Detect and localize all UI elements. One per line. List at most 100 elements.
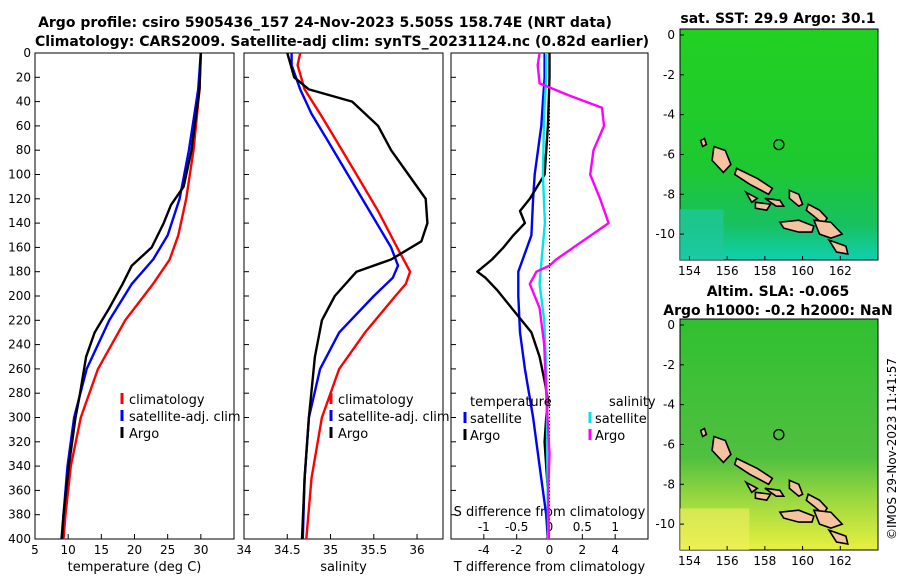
x-axis-label: T difference from climatology [453,560,646,575]
x-tick-label: 154 [678,264,701,278]
y-tick-label: 0 [23,46,31,60]
island-polygon [764,487,786,498]
y-tick-label: -10 [655,517,675,531]
island-polygon [812,219,844,239]
y-tick-label: 100 [8,168,31,182]
x-tick-label: 34.5 [274,543,301,557]
island-polygon [778,219,815,233]
y-tick-label: -6 [663,147,675,161]
x-tick-label: 5 [31,543,39,557]
y-tick-label: 240 [8,338,31,352]
y-tick-label: -4 [663,108,675,122]
sst-map-panel: sat. SST: 29.9 Argo: 30.1 154 156 158 160 162… [655,11,879,278]
island-polygon [699,427,708,438]
figure-title-line2: Climatology: CARS2009. Satellite-adj cli… [35,34,649,50]
y-tick-label: 380 [8,508,31,522]
legend-label: satellite [470,412,522,427]
y-tick-label: -10 [655,227,675,241]
y-tick-label: -2 [663,68,675,82]
legend-label: Argo [470,429,500,444]
figure-title-line1: Argo profile: csiro 5905436_157 24-Nov-2… [38,15,612,31]
x2-tick-label: -1 [478,520,490,534]
series-line-argo-s- [528,52,610,540]
x-tick-label: 156 [716,264,739,278]
y-tick-label: -6 [663,437,675,451]
sla-map-title-line2: Argo h1000: -0.2 h2000: NaN [663,303,892,319]
series-line-argo-t- [476,53,551,539]
legend-label: Argo [129,427,159,442]
y-tick-label: 260 [8,362,31,376]
x-tick-label: 15 [94,543,109,557]
y-tick-label: 300 [8,411,31,425]
x-tick-label: 36 [409,543,424,557]
y-tick-label: 0 [667,28,675,42]
y-tick-label: 160 [8,240,31,254]
series-line-argo [286,52,429,540]
x2-tick-label: 1 [611,520,619,534]
legend-label: satellite-adj. clim [129,410,241,425]
sla-map-panel: Altim. SLA: -0.065 Argo h1000: -0.2 h2000… [655,284,892,568]
x-tick-label: 10 [61,543,76,557]
x-tick-label: 35.5 [360,543,387,557]
island-polygon [788,189,804,208]
x-tick-label: 30 [193,543,208,557]
x-axis-label: salinity [320,560,367,575]
y-tick-label: -4 [663,398,675,412]
y-tick-label: 60 [16,119,31,133]
y-tick-label: 180 [8,265,31,279]
sst-map-title: sat. SST: 29.9 Argo: 30.1 [680,11,875,27]
island-polygon [827,238,849,256]
x-tick-label: 0 [546,543,554,557]
y-tick-label: 320 [8,435,31,449]
x-tick-label: 34 [236,543,251,557]
x-tick-label: 162 [829,554,852,568]
y-tick-label: -8 [663,187,675,201]
temperature-panel: 0 20 40 60 80 100 120 140 160 180 200 220 240 260 280 3… [8,46,241,575]
x-tick-label: 156 [716,554,739,568]
series-line-satellite-adj-clim [61,52,202,540]
salinity-axes [243,52,444,540]
map-field-patch [680,209,724,260]
legend-label: satellite [595,412,647,427]
series-line-argo [60,52,202,540]
series-line-satellite-t- [517,53,550,540]
y-tick-label: -8 [663,477,675,491]
island-polygon [827,528,849,546]
y-tick-label: 140 [8,216,31,230]
difference-panel: -4 -2 0 2 4-1 -0.5 0 0.5 1T difference from clim… [450,52,656,575]
map-field-patch [680,508,750,550]
x-tick-label: 162 [829,264,852,278]
y-tick-label: 340 [8,459,31,473]
x-tick-label: 25 [160,543,175,557]
y-tick-label: 360 [8,483,31,497]
y-tick-label: 0 [667,318,675,332]
salinity-panel: 34 34.5 35 35.5 36 salinity climatology satelli… [236,52,450,575]
y-tick-label: 80 [16,143,31,157]
x-tick-label: -4 [478,543,490,557]
island-polygon [711,145,732,174]
legend-label: climatology [338,393,414,408]
x-tick-label: 158 [753,264,776,278]
legend-label: Argo [595,429,625,444]
x-tick-label: 35 [323,543,338,557]
island-polygon [711,435,732,464]
legend-title-salinity: salinity [609,395,656,410]
x-tick-label: 4 [611,543,619,557]
y-tick-label: 40 [16,95,31,109]
temperature-axes [34,52,235,540]
island-polygon [764,197,786,207]
series-line-climatology [62,52,202,540]
x-tick-label: 158 [753,554,776,568]
x-axis-label: temperature (deg C) [68,560,202,575]
x-tick-label: 154 [678,554,701,568]
legend-title-temperature: temperature [470,395,552,410]
island-polygon [754,201,772,212]
y-tick-label: 220 [8,313,31,327]
x-tick-label: 20 [127,543,142,557]
legend-label: Argo [338,427,368,442]
argo-position-marker [773,428,785,441]
x-tick-label: 2 [579,543,587,557]
x-tick-label: 160 [791,554,814,568]
y-tick-label: 280 [8,386,31,400]
